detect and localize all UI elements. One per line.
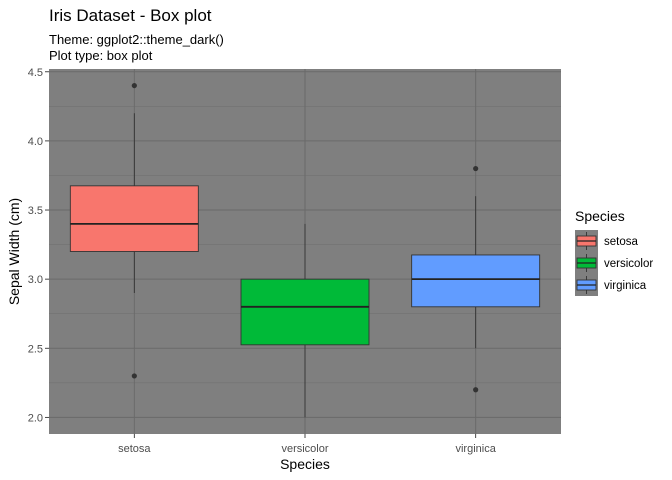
chart-subtitle-line-1: Theme: ggplot2::theme_dark() xyxy=(49,32,224,47)
legend-item-virginica: virginica xyxy=(575,274,647,296)
chart-title: Iris Dataset - Box plot xyxy=(49,6,212,25)
y-tick-label: 2.5 xyxy=(28,343,43,355)
y-tick-label: 4.0 xyxy=(28,136,43,148)
y-tick-label: 2.0 xyxy=(28,412,43,424)
box-versicolor xyxy=(240,223,370,418)
legend-label: setosa xyxy=(604,236,638,248)
x-axis: setosa versicolor virginica xyxy=(118,434,497,455)
box-series xyxy=(69,82,541,418)
y-axis-title: Sepal Width (cm) xyxy=(6,198,22,305)
x-axis-title: Species xyxy=(280,456,330,472)
legend-item-versicolor: versicolor xyxy=(575,252,653,274)
y-axis: 2.0 2.5 3.0 3.5 4.0 4.5 xyxy=(28,67,49,424)
box-setosa xyxy=(69,82,199,379)
x-tick-label: versicolor xyxy=(281,443,328,455)
x-tick-label: setosa xyxy=(118,443,151,455)
box-iqr xyxy=(411,254,541,308)
outlier-point xyxy=(473,387,479,393)
y-tick-label: 3.5 xyxy=(28,205,43,217)
x-tick-label: virginica xyxy=(455,443,496,455)
y-tick-label: 4.5 xyxy=(28,67,43,79)
legend-title: Species xyxy=(575,208,625,224)
box-virginica xyxy=(411,165,541,393)
outlier-point xyxy=(131,373,137,379)
box-iqr xyxy=(69,185,199,252)
outlier-point xyxy=(473,165,479,172)
box-iqr xyxy=(240,278,370,346)
legend-label: virginica xyxy=(604,280,647,292)
chart-subtitle-line-2: Plot type: box plot xyxy=(49,48,153,63)
legend-label: versicolor xyxy=(604,258,653,270)
legend-item-setosa: setosa xyxy=(575,230,638,252)
y-tick-label: 3.0 xyxy=(28,274,43,286)
legend: Species setosa versicolor virginica xyxy=(575,208,653,296)
outlier-point xyxy=(131,82,137,89)
